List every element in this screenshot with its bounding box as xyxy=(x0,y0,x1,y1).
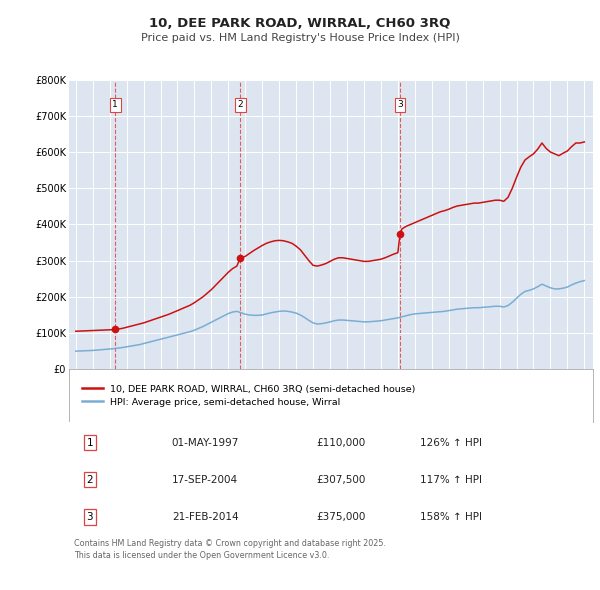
Text: 3: 3 xyxy=(397,100,403,110)
Text: 01-MAY-1997: 01-MAY-1997 xyxy=(172,438,239,448)
Legend: 10, DEE PARK ROAD, WIRRAL, CH60 3RQ (semi-detached house), HPI: Average price, s: 10, DEE PARK ROAD, WIRRAL, CH60 3RQ (sem… xyxy=(79,382,418,409)
Text: 158% ↑ HPI: 158% ↑ HPI xyxy=(421,512,482,522)
Text: 21-FEB-2014: 21-FEB-2014 xyxy=(172,512,239,522)
Text: £307,500: £307,500 xyxy=(317,475,366,485)
Text: 117% ↑ HPI: 117% ↑ HPI xyxy=(421,475,482,485)
Text: 17-SEP-2004: 17-SEP-2004 xyxy=(172,475,238,485)
Text: 126% ↑ HPI: 126% ↑ HPI xyxy=(421,438,482,448)
Text: Price paid vs. HM Land Registry's House Price Index (HPI): Price paid vs. HM Land Registry's House … xyxy=(140,34,460,43)
Text: Contains HM Land Registry data © Crown copyright and database right 2025.
This d: Contains HM Land Registry data © Crown c… xyxy=(74,539,386,560)
Text: £110,000: £110,000 xyxy=(317,438,366,448)
Text: 10, DEE PARK ROAD, WIRRAL, CH60 3RQ: 10, DEE PARK ROAD, WIRRAL, CH60 3RQ xyxy=(149,17,451,30)
Text: 3: 3 xyxy=(86,512,93,522)
Text: 2: 2 xyxy=(238,100,243,110)
Text: 2: 2 xyxy=(86,475,93,485)
Text: 1: 1 xyxy=(112,100,118,110)
Text: 1: 1 xyxy=(86,438,93,448)
Text: £375,000: £375,000 xyxy=(317,512,366,522)
